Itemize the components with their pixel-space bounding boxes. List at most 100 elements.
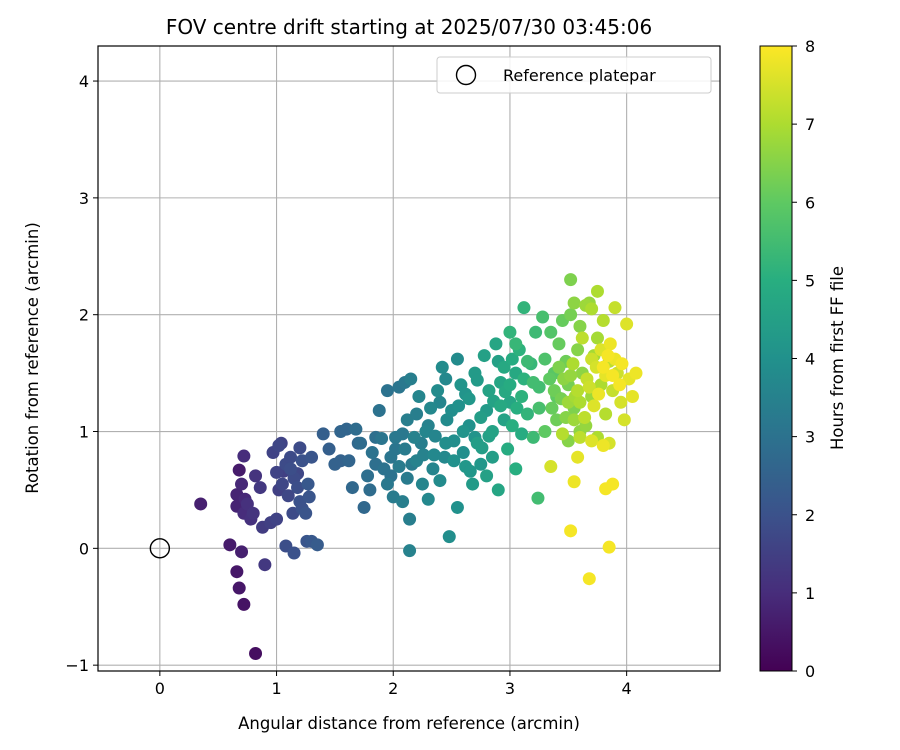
data-point [275, 477, 289, 491]
data-point [447, 434, 461, 448]
data-point [403, 512, 417, 526]
legend-reference-marker [455, 64, 477, 86]
data-point [439, 372, 453, 386]
data-point [412, 389, 426, 403]
data-point [480, 469, 494, 483]
data-point [608, 301, 622, 315]
data-point [625, 389, 639, 403]
data-point [587, 399, 601, 413]
data-point [520, 407, 534, 421]
data-point [491, 483, 505, 497]
plot-frame [97, 45, 721, 672]
data-point [515, 389, 529, 403]
data-point [567, 475, 581, 489]
data-point [435, 360, 449, 374]
colorbar-tick-label: 6 [805, 193, 815, 212]
data-point [503, 325, 517, 339]
data-point [474, 457, 488, 471]
data-point [410, 407, 424, 421]
data-point [543, 372, 557, 386]
data-point [249, 469, 263, 483]
data-point [617, 413, 631, 427]
x-axis-ticks: 0 1 2 3 4 [155, 671, 632, 698]
colorbar-label: Hours from first FF file [828, 266, 847, 450]
data-point [474, 410, 488, 424]
data-point [582, 380, 596, 394]
data-point [404, 372, 418, 386]
data-point [270, 512, 284, 526]
data-point [310, 538, 324, 552]
data-point [240, 497, 254, 511]
data-point [555, 427, 569, 441]
data-point [293, 441, 307, 455]
data-point [426, 462, 440, 476]
data-point [505, 352, 519, 366]
data-point [477, 349, 491, 363]
data-point [629, 366, 643, 380]
data-point [614, 395, 628, 409]
data-point [485, 450, 499, 464]
y-tick-label: 0 [79, 539, 89, 558]
data-point [603, 337, 617, 351]
data-point [509, 462, 523, 476]
data-point [357, 500, 371, 514]
data-point [456, 425, 470, 439]
colorbar-tick-label: 8 [805, 37, 815, 56]
data-point [517, 301, 531, 315]
data-point [613, 378, 627, 392]
data-point [232, 581, 246, 595]
data-point [389, 442, 403, 456]
data-point [592, 387, 606, 401]
data-point [403, 544, 417, 558]
data-point [573, 430, 587, 444]
data-point [424, 401, 438, 415]
reference-marker-group [149, 538, 171, 559]
data-point [235, 477, 249, 491]
data-point [407, 430, 421, 444]
data-point [470, 373, 484, 387]
data-point [585, 434, 599, 448]
data-point [450, 352, 464, 366]
data-point [415, 477, 429, 491]
data-point [433, 474, 447, 488]
colorbar-tick-label: 4 [805, 350, 815, 369]
data-point [475, 441, 489, 455]
data-point [596, 360, 610, 374]
data-point [482, 384, 496, 398]
data-point [372, 403, 386, 417]
data-point [223, 538, 237, 552]
data-point [497, 360, 511, 374]
data-point [305, 450, 319, 464]
data-point [462, 392, 476, 406]
y-tick-label: 3 [79, 189, 89, 208]
legend: Reference platepar [436, 56, 712, 94]
y-axis-label: Rotation from reference (arcmin) [23, 222, 42, 494]
data-point [501, 442, 515, 456]
data-point [536, 310, 550, 324]
legend-label: Reference platepar [503, 66, 656, 85]
data-point [272, 439, 286, 453]
data-point [585, 302, 599, 316]
data-point [349, 422, 363, 436]
x-tick-label: 0 [155, 679, 165, 698]
data-point [442, 530, 456, 544]
data-point [284, 462, 298, 476]
data-point [529, 325, 543, 339]
data-point [620, 317, 634, 331]
data-point [417, 448, 431, 462]
data-point [284, 450, 298, 464]
data-point [515, 427, 529, 441]
data-point [246, 506, 260, 520]
colorbar-tick-label: 5 [805, 271, 815, 290]
colorbar-gradient [759, 45, 793, 672]
data-point [466, 477, 480, 491]
data-point [590, 331, 604, 345]
data-point [345, 481, 359, 495]
data-point [566, 357, 580, 371]
data-point [567, 296, 581, 310]
data-point [505, 419, 519, 433]
data-point [564, 368, 578, 382]
data-point [510, 401, 524, 415]
colorbar-tick-label: 0 [805, 662, 815, 681]
